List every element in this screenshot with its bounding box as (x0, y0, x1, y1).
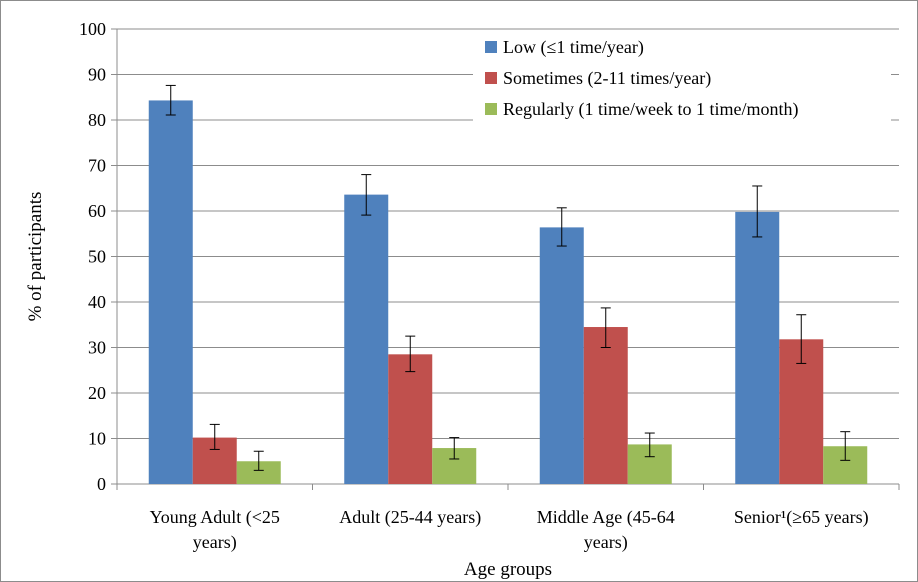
bar (539, 227, 584, 484)
x-category-label: Middle Age (45-64 years) (537, 507, 675, 553)
y-tick-label: 30 (88, 338, 106, 358)
legend-label: Sometimes (2-11 times/year) (503, 68, 711, 89)
y-tick-label: 60 (88, 201, 106, 221)
legend-swatch (485, 41, 497, 53)
y-tick-label: 100 (79, 19, 106, 39)
bar (148, 100, 193, 484)
bar (583, 327, 628, 484)
bar (344, 194, 389, 484)
y-axis-title: % of participants (25, 192, 46, 322)
bar (735, 211, 780, 484)
bar (388, 354, 433, 484)
y-tick-label: 20 (88, 383, 106, 403)
error-bars (165, 84, 851, 471)
y-tick-label: 70 (88, 156, 106, 176)
y-tick-label: 50 (88, 247, 106, 267)
x-axis-title: Age groups (464, 559, 552, 580)
legend: Low (≤1 time/year) Sometimes (2-11 times/… (473, 34, 891, 131)
y-tick-label: 10 (88, 429, 106, 449)
legend-label: Regularly (1 time/week to 1 time/month) (503, 99, 798, 120)
legend-swatch (485, 72, 497, 84)
legend-background (473, 34, 891, 131)
x-category-label: Young Adult (<25 years) (150, 507, 280, 553)
tick-labels: 0 10 20 30 40 50 60 70 80 90 100 Young Adult (<25 ye… (79, 19, 869, 553)
x-category-label: Adult (25-44 years) (339, 507, 481, 528)
bar (236, 461, 281, 484)
bars (148, 100, 868, 484)
y-tick-label: 0 (97, 474, 106, 494)
legend-swatch (485, 103, 497, 115)
y-tick-label: 80 (88, 110, 106, 130)
x-category-label: Senior¹(≥65 years) (734, 507, 869, 528)
y-tick-label: 90 (88, 65, 106, 85)
legend-label: Low (≤1 time/year) (503, 37, 644, 58)
y-tick-label: 40 (88, 292, 106, 312)
